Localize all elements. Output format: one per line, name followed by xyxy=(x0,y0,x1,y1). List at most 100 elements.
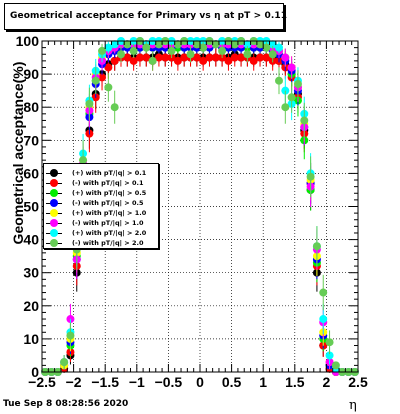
data-point xyxy=(293,80,302,89)
data-point xyxy=(211,40,220,49)
data-point xyxy=(192,40,201,49)
y-tick-label: 40 xyxy=(23,232,39,248)
y-tick-label: 0 xyxy=(31,364,39,380)
x-tick-label: 1 xyxy=(259,374,267,390)
data-point xyxy=(281,103,290,112)
data-point xyxy=(91,76,100,85)
y-tick-label: 100 xyxy=(16,33,40,49)
x-tick-label: −0.5 xyxy=(155,374,183,390)
y-tick-label: 20 xyxy=(23,298,39,314)
x-tick-label: 0.5 xyxy=(222,374,242,390)
data-point xyxy=(211,53,220,62)
data-point xyxy=(180,53,189,62)
x-tick-label: −1.5 xyxy=(91,374,119,390)
data-point xyxy=(154,40,163,49)
chart-title-box: Geometrical acceptance for Primary vs η … xyxy=(4,3,288,30)
data-point xyxy=(262,43,271,52)
data-point xyxy=(186,50,195,59)
data-point xyxy=(98,46,107,55)
data-point xyxy=(243,40,252,49)
data-point xyxy=(104,83,113,92)
legend-marker xyxy=(50,169,58,177)
legend-label: (+) with pT/|q| > 0.1 xyxy=(72,169,147,177)
legend-marker xyxy=(50,189,58,197)
data-point xyxy=(249,56,258,65)
data-point xyxy=(275,43,283,52)
legend-entry: (-) with pT/|q| > 0.5 xyxy=(44,198,160,208)
data-point xyxy=(300,116,309,125)
data-point xyxy=(104,63,113,72)
axis-ticks xyxy=(41,40,359,373)
legend-label: (-) with pT/|q| > 0.5 xyxy=(72,199,144,207)
legend-entry: (-) with pT/|q| > 1.0 xyxy=(44,218,160,228)
data-point xyxy=(287,63,296,72)
data-point xyxy=(319,315,328,324)
x-tick-label: 0 xyxy=(196,374,204,390)
data-layer xyxy=(41,37,359,376)
legend-label: (+) with pT/|q| > 1.0 xyxy=(72,209,147,217)
legend-entry: (-) with pT/|q| > 0.1 xyxy=(44,178,160,188)
legend-label: (-) with pT/|q| > 1.0 xyxy=(72,219,144,227)
chart-title: Geometrical acceptance for Primary vs η … xyxy=(10,11,288,21)
datestamp: Tue Sep 8 08:28:56 2020 xyxy=(3,399,129,409)
y-tick-label: 90 xyxy=(23,66,39,82)
data-point xyxy=(319,288,328,297)
data-point xyxy=(256,53,265,62)
tick-labels: −2.5 −2 −1.5 −1 −0.5 0 0.5 1 1.5 2 2.5 0 10 20 30 40 50 6… xyxy=(16,33,368,390)
data-point xyxy=(167,46,176,55)
data-point xyxy=(268,40,277,49)
data-point xyxy=(161,53,170,62)
y-tick-label: 10 xyxy=(23,331,39,347)
legend-marker xyxy=(50,209,58,217)
data-point xyxy=(60,358,69,367)
data-point xyxy=(230,53,239,62)
legend-marker xyxy=(50,179,58,187)
data-point xyxy=(110,103,119,112)
data-point xyxy=(243,50,252,59)
y-tick-label: 30 xyxy=(23,265,39,281)
legend-label: (-) with pT/|q| > 0.1 xyxy=(72,179,144,187)
legend-label: (-) with pT/|q| > 2.0 xyxy=(72,239,144,247)
legend-entry: (+) with pT/|q| > 0.1 xyxy=(44,168,160,178)
legend-label: (+) with pT/|q| > 2.0 xyxy=(72,229,147,237)
data-point xyxy=(173,56,182,65)
y-tick-label: 80 xyxy=(23,99,39,115)
data-point xyxy=(192,53,201,62)
data-point xyxy=(224,56,233,65)
x-tick-label: −1 xyxy=(129,374,145,390)
data-point xyxy=(230,40,239,49)
data-point xyxy=(154,53,163,62)
legend-entry: (+) with pT/|q| > 0.5 xyxy=(44,188,160,198)
data-point xyxy=(123,53,132,62)
data-point xyxy=(129,56,138,65)
data-point xyxy=(66,331,75,340)
data-point xyxy=(287,93,296,102)
x-tick-label: −2.5 xyxy=(28,374,56,390)
legend-marker xyxy=(50,199,58,207)
data-point xyxy=(306,172,315,181)
data-point xyxy=(256,40,265,49)
y-tick-label: 70 xyxy=(23,132,39,148)
data-point xyxy=(142,43,151,52)
data-point xyxy=(199,43,208,52)
data-point xyxy=(142,53,151,62)
data-point xyxy=(325,338,334,347)
data-point xyxy=(129,46,138,55)
data-point xyxy=(268,50,277,59)
x-tick-label: −2 xyxy=(66,374,82,390)
x-axis-label: η xyxy=(349,398,357,413)
data-point xyxy=(218,46,227,55)
legend-marker xyxy=(50,239,58,247)
data-point xyxy=(148,56,157,65)
legend-marker xyxy=(50,229,58,237)
legend-entry: (+) with pT/|q| > 1.0 xyxy=(44,208,160,218)
data-point xyxy=(325,351,334,360)
legend-marker xyxy=(50,219,58,227)
data-point xyxy=(85,99,94,108)
data-point xyxy=(98,73,107,82)
legend: (+) with pT/|q| > 0.1 (-) with pT/|q| > 0… xyxy=(43,163,159,249)
data-point xyxy=(199,56,208,65)
y-tick-label: 50 xyxy=(23,199,39,215)
data-point xyxy=(281,53,290,62)
